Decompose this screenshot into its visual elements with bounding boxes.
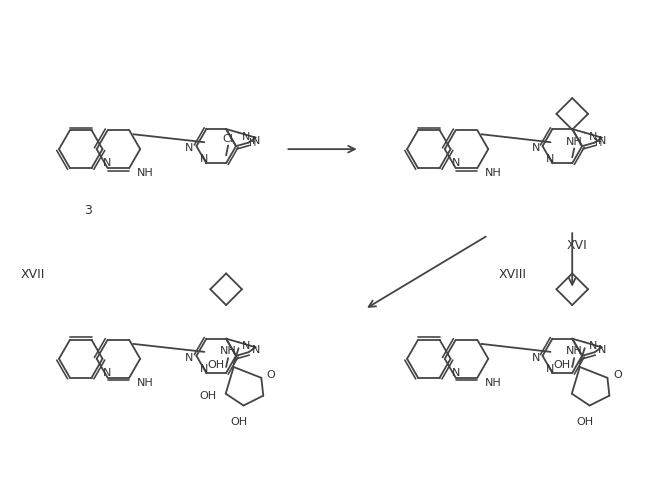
Text: NH: NH (485, 378, 502, 388)
Text: XVII: XVII (21, 268, 46, 281)
Text: N: N (546, 364, 554, 374)
Text: N: N (200, 154, 209, 164)
Text: O: O (267, 370, 276, 380)
Text: OH: OH (576, 418, 593, 428)
Text: NH: NH (485, 168, 502, 178)
Text: N: N (452, 158, 460, 168)
Text: NH: NH (566, 346, 582, 356)
Text: O: O (613, 370, 621, 380)
Text: XVIII: XVIII (499, 268, 527, 281)
Text: N: N (252, 346, 261, 356)
Text: OH: OH (200, 390, 216, 400)
Text: OH: OH (207, 360, 224, 370)
Text: N: N (103, 158, 112, 168)
Text: NH: NH (566, 136, 582, 146)
Text: Cl: Cl (223, 134, 233, 143)
Text: N: N (242, 341, 251, 351)
Text: N: N (532, 143, 539, 153)
Text: N: N (546, 154, 554, 164)
Text: N: N (242, 132, 251, 141)
Text: N: N (452, 368, 460, 378)
Text: NH: NH (136, 378, 153, 388)
Text: N: N (185, 143, 194, 153)
Text: N: N (103, 368, 112, 378)
Text: NH: NH (136, 168, 153, 178)
Text: N: N (252, 136, 261, 145)
Text: H: H (595, 138, 602, 148)
Text: N: N (588, 132, 597, 141)
Text: N: N (588, 341, 597, 351)
Text: NH: NH (220, 346, 237, 356)
Text: H: H (249, 138, 256, 148)
Text: 3: 3 (84, 204, 92, 217)
Text: N: N (598, 346, 606, 356)
Text: N: N (532, 353, 539, 363)
Text: XVI: XVI (567, 238, 588, 252)
Text: OH: OH (553, 360, 571, 370)
Text: OH: OH (230, 418, 247, 428)
Text: N: N (200, 364, 209, 374)
Text: N: N (185, 353, 194, 363)
Text: N: N (598, 136, 606, 145)
